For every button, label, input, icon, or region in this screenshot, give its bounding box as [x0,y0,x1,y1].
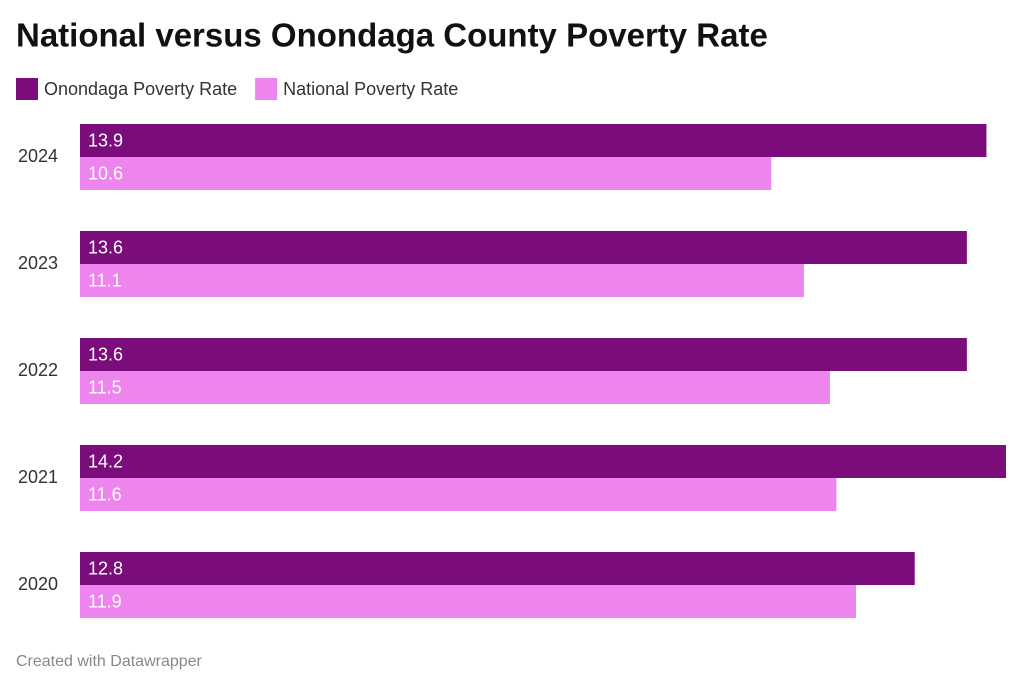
value-label: 11.1 [88,270,122,290]
value-label: 10.6 [88,163,123,183]
legend-label: Onondaga Poverty Rate [44,79,237,99]
value-label: 11.9 [88,591,122,611]
value-label: 11.5 [88,377,122,397]
bar [80,371,830,404]
bar [80,445,1006,478]
legend-swatch [255,78,278,100]
footer: Created with Datawrapper [16,653,203,670]
bar [80,264,804,297]
value-label: 13.9 [88,130,123,150]
category-label: 2024 [18,146,58,166]
bar [80,478,837,511]
bar [80,231,967,264]
value-label: 13.6 [88,237,123,257]
bar [80,338,967,371]
legend-label: National Poverty Rate [283,79,458,99]
bar [80,552,915,585]
bar [80,157,772,190]
value-label: 12.8 [88,558,123,578]
category-label: 2023 [18,253,58,273]
bar [80,124,987,157]
chart-title: National versus Onondaga County Poverty … [16,17,768,54]
category-label: 2022 [18,360,58,380]
category-label: 2020 [18,574,58,594]
category-label: 2021 [18,467,58,487]
value-label: 13.6 [88,344,123,364]
value-label: 11.6 [88,484,122,504]
bar [80,585,857,618]
legend-swatch [16,78,38,100]
value-label: 14.2 [88,451,123,471]
